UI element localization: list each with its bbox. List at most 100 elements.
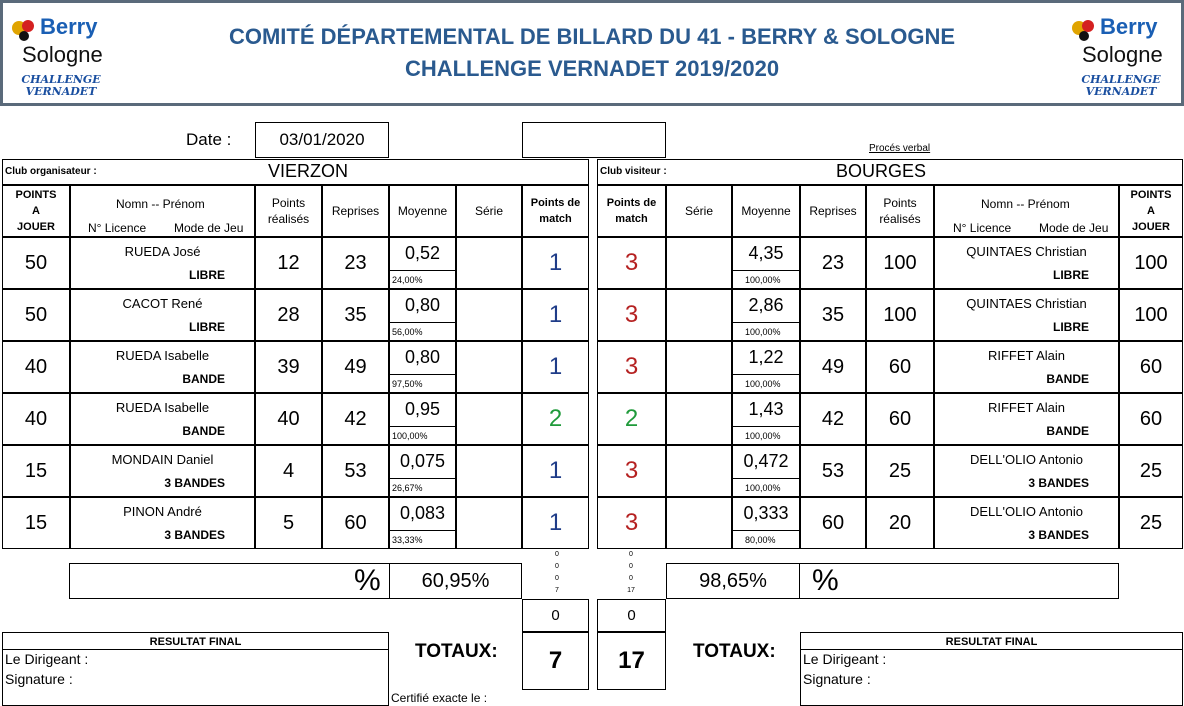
home-game-mode: 3 BANDES bbox=[164, 528, 225, 542]
home-points-realises: 39 bbox=[255, 341, 322, 393]
visitor-serie bbox=[666, 341, 732, 393]
visitor-percent-symbol: % bbox=[812, 564, 839, 597]
home-player-name: RUEDA Isabelle bbox=[115, 399, 210, 415]
page-title-line1: COMITÉ DÉPARTEMENTAL DE BILLARD DU 41 - … bbox=[228, 24, 956, 49]
visitor-player-cell bbox=[934, 237, 1119, 289]
visitor-points-realises: 100 bbox=[866, 289, 934, 341]
home-points-a-jouer: 50 bbox=[2, 289, 70, 341]
home-moyenne: 0,80 bbox=[389, 341, 456, 375]
home-player-cell bbox=[70, 497, 255, 549]
home-reprises: 35 bbox=[322, 289, 389, 341]
visitor-header-serie: Série bbox=[666, 185, 732, 237]
home-header-moyenne: Moyenne bbox=[389, 185, 456, 237]
home-side-number: 0 bbox=[555, 575, 559, 582]
totaux-visitor: TOTAUX: bbox=[693, 641, 776, 662]
home-club-label: Club organisateur : bbox=[5, 166, 97, 177]
visitor-side-numbers: 0 0 0 17 bbox=[622, 549, 640, 597]
visitor-moyenne: 0,472 bbox=[732, 445, 800, 479]
home-moyenne: 0,083 bbox=[389, 497, 456, 531]
visitor-points-match: 3 bbox=[597, 445, 666, 497]
visitor-game-mode: LIBRE bbox=[1053, 320, 1089, 334]
visitor-reprises: 42 bbox=[800, 393, 866, 445]
home-header-licence: N° Licence bbox=[88, 221, 147, 235]
home-side-number: 7 bbox=[555, 587, 559, 594]
proces-verbal-link[interactable]: Procés verbal bbox=[869, 143, 931, 154]
home-moyenne-pct: 26,67% bbox=[392, 483, 423, 493]
home-game-mode: LIBRE bbox=[189, 320, 225, 334]
home-header-serie: Série bbox=[456, 185, 522, 237]
home-moyenne-cell bbox=[389, 393, 456, 445]
visitor-side-number: 17 bbox=[627, 587, 635, 594]
visitor-reprises: 23 bbox=[800, 237, 866, 289]
home-points-realises: 12 bbox=[255, 237, 322, 289]
visitor-moyenne: 2,86 bbox=[732, 289, 800, 323]
visitor-points-match: 3 bbox=[597, 497, 666, 549]
visitor-player-cell bbox=[934, 341, 1119, 393]
visitor-header-points-a-jouer: POINTS A JOUER bbox=[1119, 185, 1183, 237]
visitor-moyenne-cell bbox=[732, 393, 800, 445]
visitor-points-a-jouer: 60 bbox=[1119, 393, 1183, 445]
home-percent-symbol: % bbox=[354, 564, 381, 597]
page-header bbox=[0, 0, 1184, 106]
visitor-player-name: RIFFET Alain bbox=[987, 347, 1066, 363]
visitor-player-name: QUINTAES Christian bbox=[966, 243, 1087, 259]
home-points-a-jouer: 15 bbox=[2, 445, 70, 497]
home-side-number: 0 bbox=[555, 563, 559, 570]
logo-caption-1: CHALLENGE bbox=[1081, 73, 1161, 86]
home-moyenne-pct: 24,00% bbox=[392, 275, 423, 285]
logo-left: Berry Sologne CHALLENGE VERNADET bbox=[8, 8, 118, 100]
home-player-name: CACOT René bbox=[122, 295, 203, 311]
visitor-total: 17 bbox=[597, 632, 666, 690]
home-points-match: 1 bbox=[522, 497, 589, 549]
visitor-serie bbox=[666, 393, 732, 445]
visitor-percent-value: 98,65% bbox=[666, 563, 800, 599]
visitor-club-label: Club visiteur : bbox=[600, 166, 667, 177]
home-moyenne-cell bbox=[389, 497, 456, 549]
visitor-points-match: 3 bbox=[597, 341, 666, 393]
home-points-a-jouer: 40 bbox=[2, 341, 70, 393]
visitor-points-match: 3 bbox=[597, 289, 666, 341]
visitor-points-a-jouer: 25 bbox=[1119, 497, 1183, 549]
certifie-exacte: Certifié exacte le : bbox=[391, 691, 488, 705]
billiard-balls-icon bbox=[1070, 18, 1096, 44]
home-player-cell bbox=[70, 445, 255, 497]
date-field[interactable]: 03/01/2020 bbox=[255, 122, 389, 158]
visitor-points-a-jouer: 60 bbox=[1119, 341, 1183, 393]
visitor-serie bbox=[666, 445, 732, 497]
home-player-cell bbox=[70, 341, 255, 393]
home-serie bbox=[456, 393, 522, 445]
visitor-moyenne-cell bbox=[732, 289, 800, 341]
home-zero-total: 0 bbox=[522, 599, 589, 632]
home-serie bbox=[456, 237, 522, 289]
visitor-player-cell bbox=[934, 445, 1119, 497]
home-points-match: 1 bbox=[522, 445, 589, 497]
visitor-moyenne-pct: 100,00% bbox=[745, 275, 781, 285]
home-moyenne-pct: 100,00% bbox=[392, 431, 428, 441]
visitor-side-number: 0 bbox=[629, 575, 633, 582]
home-serie bbox=[456, 497, 522, 549]
visitor-game-mode: 3 BANDES bbox=[1028, 528, 1089, 542]
logo-word-berry: Berry bbox=[1100, 14, 1158, 39]
home-points-a-jouer: 15 bbox=[2, 497, 70, 549]
visitor-side-number: 0 bbox=[629, 563, 633, 570]
visitor-club-name: BOURGES bbox=[836, 161, 927, 181]
home-side-number: 0 bbox=[555, 551, 559, 558]
home-game-mode: LIBRE bbox=[189, 268, 225, 282]
home-moyenne-pct: 97,50% bbox=[392, 379, 423, 389]
visitor-header-points-realises: Points réalisés bbox=[866, 185, 934, 237]
home-player-name: PINON André bbox=[123, 503, 202, 519]
logo-caption-1: CHALLENGE bbox=[21, 73, 101, 86]
visitor-player-cell bbox=[934, 289, 1119, 341]
visitor-dirigeant: Le Dirigeant : bbox=[803, 651, 887, 667]
home-points-realises: 28 bbox=[255, 289, 322, 341]
visitor-player-cell bbox=[934, 393, 1119, 445]
home-points-match: 1 bbox=[522, 341, 589, 393]
home-player-name: MONDAIN Daniel bbox=[111, 451, 214, 467]
visitor-serie bbox=[666, 289, 732, 341]
visitor-moyenne-pct: 100,00% bbox=[745, 379, 781, 389]
visitor-game-mode: BANDE bbox=[1046, 372, 1089, 386]
logo-word-sologne: Sologne bbox=[22, 42, 103, 67]
visitor-points-a-jouer: 100 bbox=[1119, 289, 1183, 341]
visitor-moyenne-pct: 100,00% bbox=[745, 327, 781, 337]
home-game-mode: BANDE bbox=[182, 424, 225, 438]
